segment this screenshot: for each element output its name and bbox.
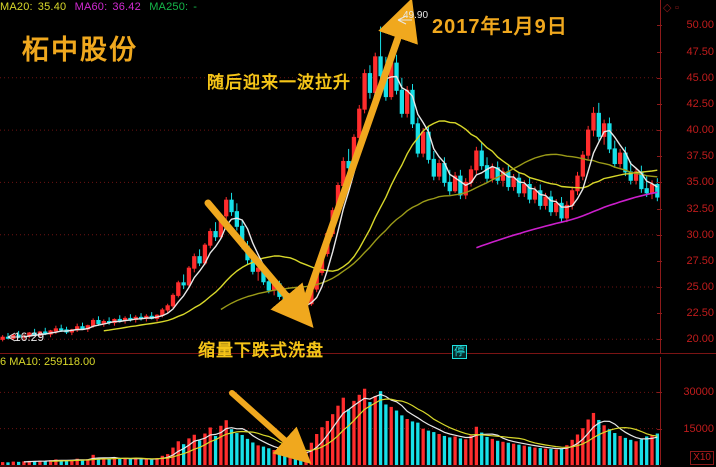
ma250-value: -: [193, 1, 198, 13]
ma60-value: 36.42: [112, 1, 141, 13]
limit-up-marker: 停: [452, 345, 467, 359]
ma20-label: MA20:: [0, 1, 33, 13]
panel-divider: [0, 353, 716, 354]
square-icon[interactable]: ▫: [675, 2, 679, 14]
diamond-icon[interactable]: ◇: [663, 2, 672, 14]
volume-axis-rule: [660, 357, 661, 465]
annotation-washout: 缩量下跌式洗盘: [198, 341, 324, 360]
vol-ma10-label: MA10:: [9, 356, 41, 368]
vol-ma10-value: 259118.00: [44, 356, 96, 368]
volume-plot-svg: [0, 388, 660, 467]
ma250-label: MA250:: [149, 1, 189, 13]
ma20-value: 35.40: [37, 1, 67, 13]
ma60-label: MA60:: [74, 1, 108, 13]
volume-prefix: 6: [0, 356, 7, 368]
volume-chart-panel[interactable]: 6 MA10: 259118.00 X10: [0, 355, 716, 467]
volume-multiplier-badge: X10: [690, 451, 714, 465]
low-price-tag: 16.29: [14, 330, 45, 344]
price-indicator-bar: MA20: 35.40 MA60: 36.42 MA250: -: [0, 0, 716, 15]
volume-indicator-bar: 6 MA10: 259118.00: [0, 355, 716, 370]
annotation-date: 2017年1月9日: [432, 16, 568, 38]
price-axis-rule: [660, 0, 661, 353]
stock-name-watermark: 柘中股份: [22, 35, 138, 65]
high-price-tag: 49.90: [403, 10, 429, 21]
annotation-pullback: 随后迎来一波拉升: [207, 73, 351, 92]
